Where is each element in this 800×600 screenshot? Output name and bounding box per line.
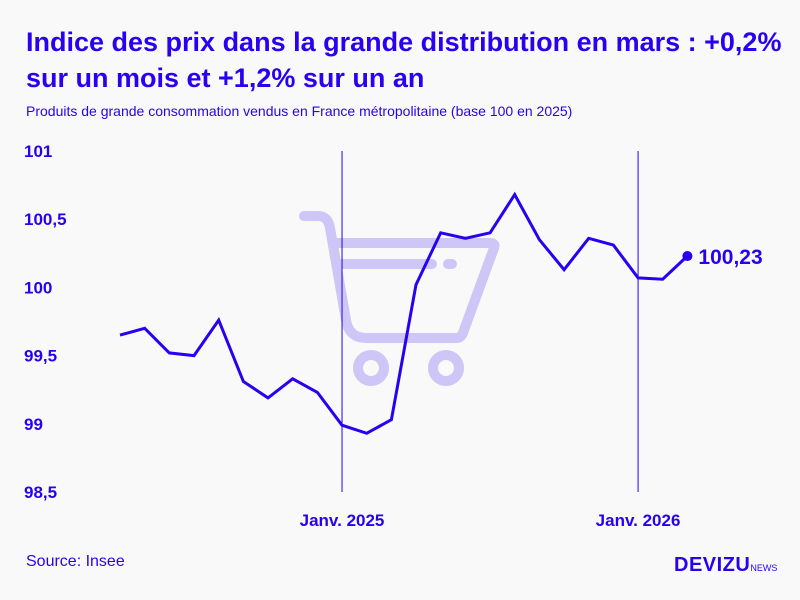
y-tick-label: 99	[24, 415, 43, 434]
devizu-logo: DEVIZUNEWS	[674, 554, 777, 577]
y-tick-label: 98,5	[24, 483, 57, 502]
chart-subtitle: Produits de grande consommation vendus e…	[26, 103, 573, 119]
chart-title: Indice des prix dans la grande distribut…	[26, 27, 782, 93]
logo-main: DEVIZU	[674, 554, 751, 576]
y-tick-label: 99,5	[24, 347, 57, 366]
x-tick-label: Janv. 2025	[300, 511, 385, 530]
x-tick-label: Janv. 2026	[596, 511, 681, 530]
logo-suffix: NEWS	[750, 563, 778, 573]
last-value-label: 100,23	[698, 246, 762, 269]
series-line	[119, 191, 689, 435]
y-tick-label: 100	[24, 278, 52, 297]
y-tick-label: 100,5	[24, 210, 67, 229]
y-tick-label: 101	[24, 142, 52, 161]
shopping-cart-icon	[299, 211, 500, 386]
source-note: Source: Insee	[26, 553, 125, 570]
data-point	[682, 251, 693, 262]
